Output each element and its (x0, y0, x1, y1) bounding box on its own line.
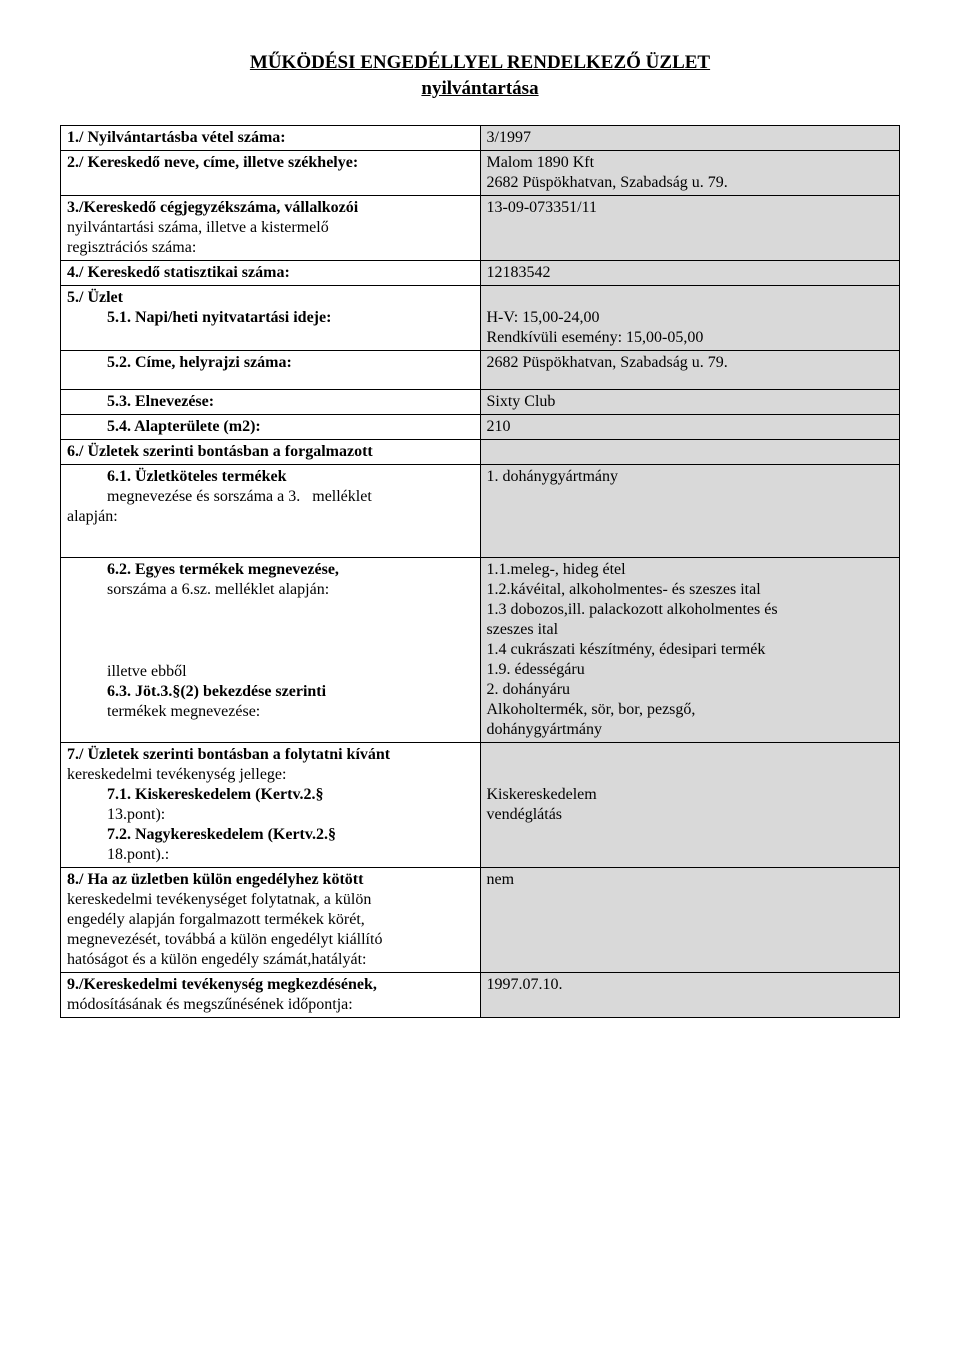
table-row: 1./ Nyilvántartásba vétel száma: 3/1997 (61, 126, 900, 151)
label-53: 5.3. Elnevezése: (61, 390, 481, 415)
table-row: 5.4. Alapterülete (m2): 210 (61, 415, 900, 440)
table-row: 6.1. Üzletköteles termékek megnevezése é… (61, 465, 900, 558)
value-62: 1.1.meleg-, hideg étel 1.2.kávéital, alk… (480, 558, 900, 743)
table-row: 5.3. Elnevezése: Sixty Club (61, 390, 900, 415)
label-8: 8./ Ha az üzletben külön engedélyhez köt… (61, 868, 481, 973)
value-54: 210 (480, 415, 900, 440)
value-61: 1. dohánygyártmány (480, 465, 900, 558)
value-53: Sixty Club (480, 390, 900, 415)
page-title: MŰKÖDÉSI ENGEDÉLLYEL RENDELKEZŐ ÜZLET ny… (60, 50, 900, 101)
label-61: 6.1. Üzletköteles termékek megnevezése é… (61, 465, 481, 558)
value-6 (480, 440, 900, 465)
label-6: 6./ Üzletek szerinti bontásban a forgalm… (61, 440, 481, 465)
label-62: 6.2. Egyes termékek megnevezése, sorszám… (61, 558, 481, 743)
label-9: 9./Kereskedelmi tevékenység megkezdéséne… (61, 973, 481, 1018)
title-line1: MŰKÖDÉSI ENGEDÉLLYEL RENDELKEZŐ ÜZLET (250, 52, 710, 73)
table-row: 6.2. Egyes termékek megnevezése, sorszám… (61, 558, 900, 743)
label-3: 3./Kereskedő cégjegyzékszáma, vállalkozó… (61, 196, 481, 261)
label-52: 5.2. Címe, helyrajzi száma: (61, 351, 481, 390)
table-row: 2./ Kereskedő neve, címe, illetve székhe… (61, 151, 900, 196)
table-row: 6./ Üzletek szerinti bontásban a forgalm… (61, 440, 900, 465)
label-54: 5.4. Alapterülete (m2): (61, 415, 481, 440)
label-2: 2./ Kereskedő neve, címe, illetve székhe… (61, 151, 481, 196)
table-row: 5.2. Címe, helyrajzi száma: 2682 Püspökh… (61, 351, 900, 390)
table-row: 3./Kereskedő cégjegyzékszáma, vállalkozó… (61, 196, 900, 261)
table-row: 5./ Üzlet 5.1. Napi/heti nyitvatartási i… (61, 286, 900, 351)
value-2: Malom 1890 Kft 2682 Püspökhatvan, Szabad… (480, 151, 900, 196)
value-8: nem (480, 868, 900, 973)
value-4: 12183542 (480, 261, 900, 286)
table-row: 8./ Ha az üzletben külön engedélyhez köt… (61, 868, 900, 973)
value-3: 13-09-073351/11 (480, 196, 900, 261)
value-51: H-V: 15,00-24,00 Rendkívüli esemény: 15,… (480, 286, 900, 351)
label-7: 7./ Üzletek szerinti bontásban a folytat… (61, 743, 481, 868)
value-1: 3/1997 (480, 126, 900, 151)
table-row: 9./Kereskedelmi tevékenység megkezdéséne… (61, 973, 900, 1018)
table-row: 7./ Üzletek szerinti bontásban a folytat… (61, 743, 900, 868)
label-4: 4./ Kereskedő statisztikai száma: (61, 261, 481, 286)
table-row: 4./ Kereskedő statisztikai száma: 121835… (61, 261, 900, 286)
label-1: 1./ Nyilvántartásba vétel száma: (61, 126, 481, 151)
value-52: 2682 Püspökhatvan, Szabadság u. 79. (480, 351, 900, 390)
title-line2: nyilvántartása (421, 78, 538, 99)
value-9: 1997.07.10. (480, 973, 900, 1018)
value-7: Kiskereskedelem vendéglátás (480, 743, 900, 868)
label-5: 5./ Üzlet 5.1. Napi/heti nyitvatartási i… (61, 286, 481, 351)
main-table: 1./ Nyilvántartásba vétel száma: 3/1997 … (60, 125, 900, 1018)
